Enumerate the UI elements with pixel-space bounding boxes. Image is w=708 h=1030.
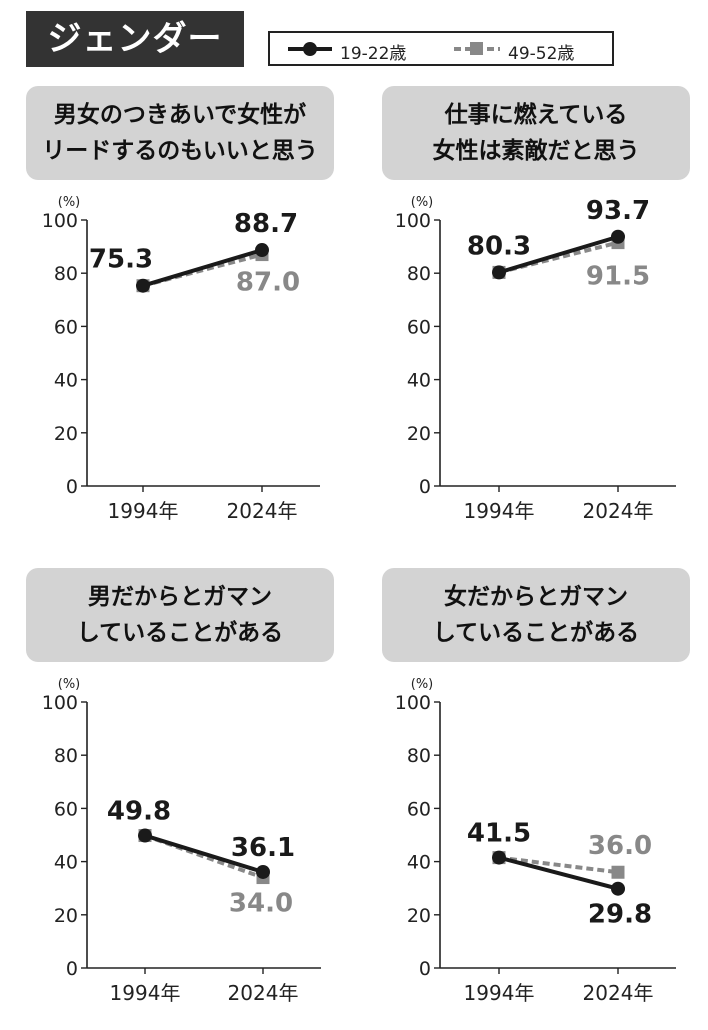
chart-2-series-a-marker-1 [492,265,506,280]
chart-1-series-a-label-1: 75.3 [89,245,153,275]
chart-2-y-tick-label-100: 100 [395,210,431,232]
chart-4-series-a-marker-2 [611,881,625,896]
chart-1-x-tick-label-1: 1994年 [108,499,179,523]
chart-2-y-tick-label-40: 40 [407,370,431,392]
chart-1-y-tick-label-80: 80 [54,263,78,285]
chart-1-y-tick-label-20: 20 [54,423,78,445]
chart-3-series-a-marker-1 [138,828,152,843]
panel-title-4-line-2: していることがある [432,620,640,646]
panel-title-3: 男だからとガマン していることがある [26,568,334,662]
chart-1-y-tick-label-0: 0 [66,476,78,498]
chart-2-series-b-line [498,240,619,275]
panel-title-2-line-2: 女性は素敵だと思う [432,138,640,164]
chart-4-series-a-marker-1 [492,850,506,865]
chart-3-series-b-label-2: 34.0 [229,889,293,919]
chart-3-x-tick-label-1: 1994年 [110,981,181,1005]
chart-3-series-a-line [144,833,264,874]
chart-2-y-tick-label-20: 20 [407,423,431,445]
chart-4-series-b-line [498,855,619,875]
chart-1-series-a-marker-1 [136,278,150,293]
panel-title-3-line-1: 男だからとガマン [88,584,272,610]
chart-3-y-tick-label-60: 60 [54,798,78,820]
chart-4-y-tick-label-0: 0 [419,958,431,980]
legend-label-series-a: 19-22歳 [340,44,407,64]
chart-4-y-unit-label: (%) [411,677,434,692]
chart-3-series-b-line [144,833,264,880]
chart-2-y-tick-label-80: 80 [407,263,431,285]
legend-marker-series-b [470,42,483,55]
chart-2-series-a-line [498,234,619,275]
chart-1-series-a-marker-2 [255,243,269,258]
chart-4-y-tick-label-100: 100 [395,692,431,714]
chart-2-series-a-label-1: 80.3 [467,231,531,261]
chart-1-y-tick-label-100: 100 [42,210,78,232]
chart-1-series-b-line [142,252,263,288]
panel-title-1-line-2: リードするのもいいと思う [42,138,318,164]
panel-title-3-line-2: していることがある [76,620,284,646]
chart-3-y-tick-label-0: 0 [66,958,78,980]
chart-3-y-tick-label-40: 40 [54,852,78,874]
chart-1-y-tick-label-40: 40 [54,370,78,392]
legend-swatches [288,42,500,56]
chart-3-series-a-label-2: 36.1 [231,833,295,863]
chart-1-x-tick-label-2: 2024年 [227,499,298,523]
chart-3-y-tick-label-20: 20 [54,905,78,927]
chart-3-y-unit-label: (%) [58,677,81,692]
chart-4-series-b-label-2: 36.0 [588,831,652,861]
chart-2-x-tick-label-1: 1994年 [464,499,535,523]
chart-4-series-a-label-2: 29.8 [588,900,652,930]
legend-label-series-b: 49-52歳 [508,44,575,64]
panel-title-2: 仕事に燃えている 女性は素敵だと思う [382,86,690,180]
panel-title-4: 女だからとガマン していることがある [382,568,690,662]
chart-4-y-tick-label-40: 40 [407,852,431,874]
chart-3-y-tick-label-80: 80 [54,745,78,767]
chart-3-y-tick-label-100: 100 [42,692,78,714]
chart-4-series-a-line [498,855,619,891]
chart-2-y-unit-label: (%) [411,195,434,210]
chart-1-series-a-line [142,248,263,288]
chart-3-series-a-label-1: 49.8 [107,797,171,827]
chart-1-y-tick-label-60: 60 [54,316,78,338]
chart-4-y-tick-label-80: 80 [407,745,431,767]
chart-4-x-tick-label-2: 2024年 [583,981,654,1005]
chart-2-series-a-label-2: 93.7 [586,196,650,226]
chart-1-series-b-label-2: 87.0 [236,268,300,298]
chart-2-x-tick-label-2: 2024年 [583,499,654,523]
chart-3-x-tick-label-2: 2024年 [228,981,299,1005]
chart-4-x-tick-label-1: 1994年 [464,981,535,1005]
chart-2-series-a-marker-2 [611,229,625,244]
chart-1-series-a-label-2: 88.7 [234,209,298,239]
chart-3-series-a-marker-2 [256,864,270,879]
chart-4-series-b-marker-2 [611,865,625,879]
chart-4-series-a-label-1: 41.5 [467,819,531,849]
chart-2-y-tick-label-0: 0 [419,476,431,498]
chart-1-y-unit-label: (%) [58,195,81,210]
section-tag: ジェンダー [26,11,244,67]
chart-2-y-tick-label-60: 60 [407,316,431,338]
panel-title-2-line-1: 仕事に燃えている [444,102,628,128]
chart-2-series-b-label-2: 91.5 [586,262,650,292]
chart-4-y-tick-label-20: 20 [407,905,431,927]
legend: 19-22歳 49-52歳 [268,31,614,66]
panel-title-1-line-1: 男女のつきあいで女性が [53,102,307,128]
chart-4-y-tick-label-60: 60 [407,798,431,820]
legend-marker-series-a [303,42,317,56]
panel-title-4-line-1: 女だからとガマン [444,584,628,610]
panel-title-1: 男女のつきあいで女性が リードするのもいいと思う [26,86,334,180]
